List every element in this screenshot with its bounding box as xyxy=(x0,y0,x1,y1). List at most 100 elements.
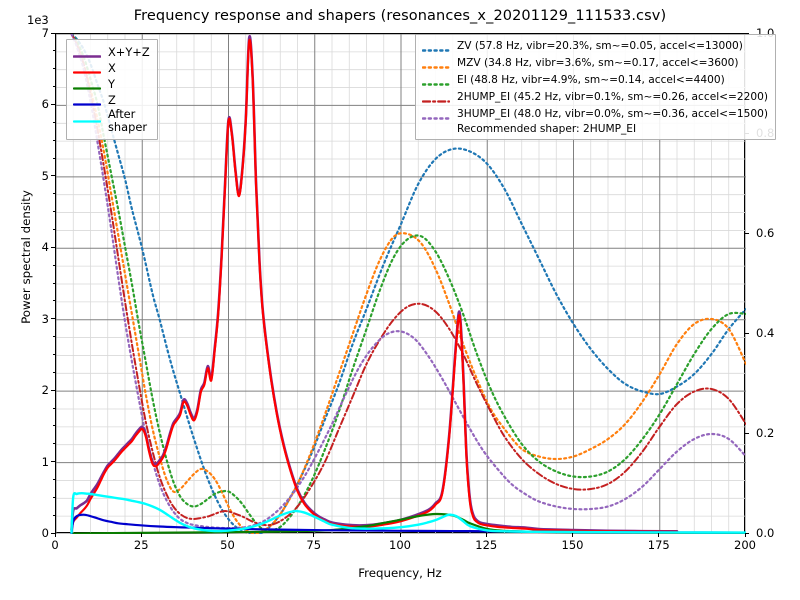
legend-line-sample xyxy=(72,86,102,90)
y-tick-mark xyxy=(51,532,55,534)
legend-line-sample xyxy=(72,70,102,74)
y-tick-label: 0 xyxy=(41,526,49,540)
y-minor-tick-mark xyxy=(52,514,55,516)
y-minor-tick-mark xyxy=(52,425,55,427)
y-tick-label: 3 xyxy=(41,311,49,326)
legend-line-sample xyxy=(421,66,451,69)
legend-label: 3HUMP_EI (48.0 Hz, vibr=0.0%, sm~=0.36, … xyxy=(457,108,768,120)
y-minor-tick-mark xyxy=(52,443,55,445)
x-tick-mark xyxy=(140,533,142,537)
legend-swatch xyxy=(72,116,102,127)
y2-tick-mark xyxy=(745,532,749,534)
y-tick-mark xyxy=(51,461,55,463)
legend-label: X+Y+Z xyxy=(108,44,150,59)
y-minor-tick-mark xyxy=(52,478,55,480)
x-tick-label: 175 xyxy=(647,538,670,552)
legend-item-y[interactable]: Y xyxy=(72,76,150,92)
y-minor-tick-mark xyxy=(52,193,55,195)
y-tick-mark xyxy=(51,103,55,106)
y-minor-tick-mark xyxy=(52,211,55,213)
x-tick-label: 75 xyxy=(306,538,322,552)
legend-label: EI (48.8 Hz, vibr=4.9%, sm~=0.14, accel<… xyxy=(457,74,725,86)
y-tick-label: 6 xyxy=(41,97,49,112)
legend-item-x[interactable]: X xyxy=(72,60,150,76)
chart-title: Frequency response and shapers (resonanc… xyxy=(133,8,667,24)
y2-tick-mark xyxy=(745,232,749,234)
legend-swatch xyxy=(421,92,451,103)
x-tick-label: 200 xyxy=(734,538,756,552)
y-axis-exponent-label: 1e3 xyxy=(27,13,49,27)
y-minor-tick-mark xyxy=(52,121,55,123)
y-tick-mark xyxy=(51,175,55,177)
shaper-legend: ZV (57.8 Hz, vibr=20.3%, sm~=0.05, accel… xyxy=(415,34,776,140)
psd-curve-x xyxy=(70,38,679,533)
y-axis-label: Power spectral density xyxy=(19,190,33,324)
legend-line-sample xyxy=(72,119,102,123)
y-minor-tick-mark xyxy=(52,264,55,266)
y-tick-mark xyxy=(51,32,55,34)
legend-item-2hump_ei[interactable]: 2HUMP_EI (45.2 Hz, vibr=0.1%, sm~=0.26, … xyxy=(421,89,768,106)
y2-tick-mark xyxy=(745,432,749,434)
y-tick-label: 2 xyxy=(41,383,49,398)
x-tick-label: 100 xyxy=(389,538,411,552)
y-minor-tick-mark xyxy=(52,407,55,409)
legend-line-sample xyxy=(421,117,451,120)
psd-curves xyxy=(70,34,746,534)
legend-line-sample xyxy=(421,83,451,86)
legend-item-mzv[interactable]: MZV (34.8 Hz, vibr=3.6%, sm~=0.17, accel… xyxy=(421,55,768,72)
x-tick-mark xyxy=(313,533,315,537)
x-tick-label: 150 xyxy=(561,538,584,552)
legend-swatch xyxy=(72,95,102,106)
x-axis-label: Frequency, Hz xyxy=(358,566,442,580)
y-tick-label: 4 xyxy=(41,240,49,255)
x-tick-label: 25 xyxy=(133,538,149,552)
legend-label: X xyxy=(108,60,116,75)
x-tick-mark xyxy=(572,533,574,537)
y2-tick-mark xyxy=(745,32,749,34)
y2-tick-mark xyxy=(745,332,749,334)
legend-swatch xyxy=(421,109,451,120)
legend-item-ei[interactable]: EI (48.8 Hz, vibr=4.9%, sm~=0.14, accel<… xyxy=(421,72,768,89)
y2-tick-label: 0.0 xyxy=(756,526,775,540)
shaper-curve-2hump_ei xyxy=(70,34,746,527)
legend-line-sample xyxy=(421,49,451,52)
x-tick-mark xyxy=(744,533,746,537)
legend-item-zv[interactable]: ZV (57.8 Hz, vibr=20.3%, sm~=0.05, accel… xyxy=(421,38,768,55)
x-tick-mark xyxy=(54,533,56,537)
x-tick-label: 50 xyxy=(220,538,235,552)
psd-curve-after-shaper xyxy=(70,492,746,534)
y-minor-tick-mark xyxy=(52,139,55,141)
y-tick-mark xyxy=(51,246,55,248)
x-tick-label: 125 xyxy=(475,538,498,552)
y-minor-tick-mark xyxy=(52,371,55,373)
legend-label: MZV (34.8 Hz, vibr=3.6%, sm~=0.17, accel… xyxy=(457,57,739,69)
shaper-curve-3hump_ei xyxy=(70,34,746,530)
y-tick-label: 5 xyxy=(41,168,49,183)
legend-line-sample xyxy=(72,54,102,58)
y2-tick-label: 0.6 xyxy=(756,226,775,240)
legend-item-x+y+z[interactable]: X+Y+Z xyxy=(72,44,150,60)
shaper-curve-mzv xyxy=(70,34,746,534)
legend-item-3hump_ei[interactable]: 3HUMP_EI (48.0 Hz, vibr=0.0%, sm~=0.36, … xyxy=(421,106,768,123)
legend-line-sample xyxy=(72,102,102,106)
legend-line-sample xyxy=(421,100,451,103)
y-minor-tick-mark xyxy=(52,282,55,284)
x-tick-mark xyxy=(399,533,401,537)
legend-item-z[interactable]: Z xyxy=(72,92,150,108)
legend-item-after-shaper[interactable]: After shaper xyxy=(72,107,150,134)
legend-label: ZV (57.8 Hz, vibr=20.3%, sm~=0.05, accel… xyxy=(457,40,743,52)
y-minor-tick-mark xyxy=(52,157,55,159)
legend-swatch xyxy=(72,79,102,90)
legend-label: After shaper xyxy=(108,107,148,134)
y2-tick-label: 0.2 xyxy=(756,426,775,440)
x-tick-mark xyxy=(485,533,487,537)
plot-canvas xyxy=(56,34,746,534)
shaper-curve-ei xyxy=(70,34,746,532)
x-tick-mark xyxy=(658,533,660,537)
y-minor-tick-mark xyxy=(52,86,55,88)
x-tick-label: 0 xyxy=(51,538,59,552)
y-minor-tick-mark xyxy=(52,50,55,52)
legend-swatch xyxy=(72,63,102,74)
shaper-curves xyxy=(70,34,746,534)
y-minor-tick-mark xyxy=(52,496,55,498)
